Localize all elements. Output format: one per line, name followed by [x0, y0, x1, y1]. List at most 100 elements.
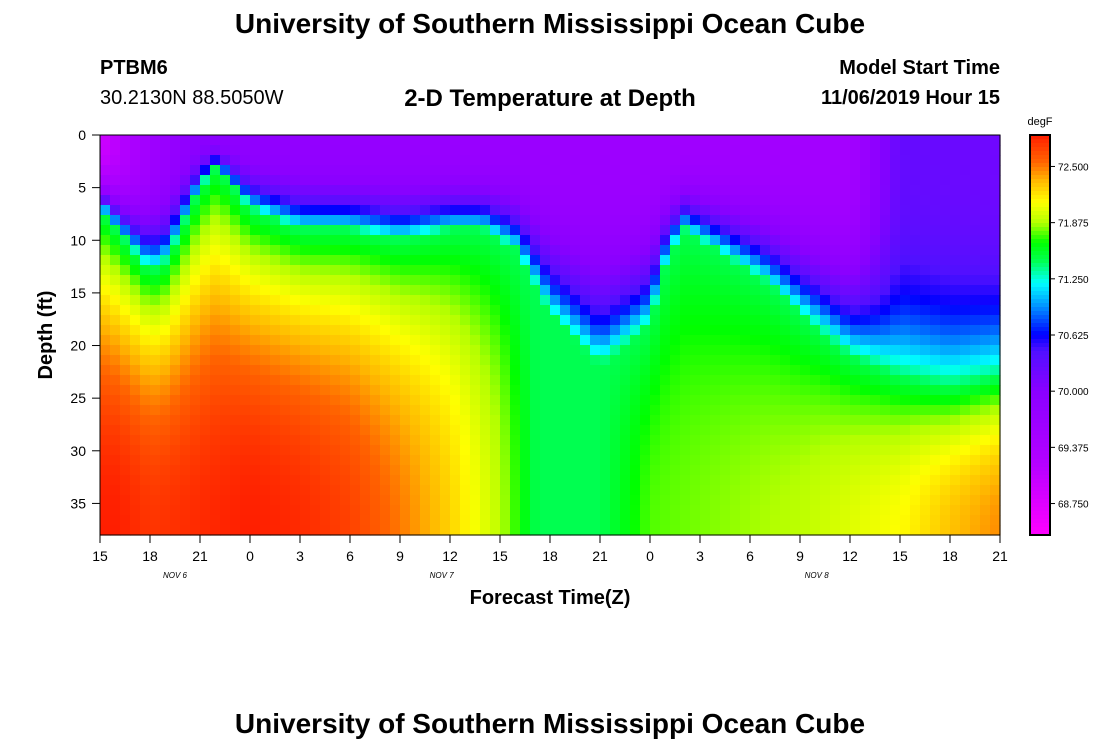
heatmap-cell: [930, 495, 941, 506]
heatmap-cell: [990, 175, 1001, 186]
heatmap-cell: [430, 155, 441, 166]
heatmap-cell: [750, 375, 761, 386]
heatmap-cell: [890, 515, 901, 526]
heatmap-cell: [290, 455, 301, 466]
heatmap-cell: [710, 465, 721, 476]
heatmap-cell: [850, 345, 861, 356]
heatmap-cell: [180, 215, 191, 226]
heatmap-cell: [400, 455, 411, 466]
heatmap-cell: [680, 475, 691, 486]
heatmap-cell: [150, 525, 161, 536]
heatmap-cell: [500, 495, 511, 506]
heatmap-cell: [390, 275, 401, 286]
heatmap-cell: [430, 325, 441, 336]
heatmap-cell: [590, 315, 601, 326]
heatmap-cell: [850, 305, 861, 316]
heatmap-cell: [920, 215, 931, 226]
heatmap-cell: [930, 385, 941, 396]
heatmap-cell: [950, 215, 961, 226]
heatmap-cell: [910, 295, 921, 306]
heatmap-cell: [290, 355, 301, 366]
heatmap-cell: [990, 505, 1001, 516]
heatmap-cell: [720, 405, 731, 416]
heatmap-cell: [630, 465, 641, 476]
heatmap-cell: [880, 435, 891, 446]
heatmap-cell: [100, 155, 111, 166]
heatmap-cell: [360, 455, 371, 466]
heatmap-cell: [670, 175, 681, 186]
heatmap-cell: [580, 415, 591, 426]
heatmap-cell: [700, 445, 711, 456]
heatmap-cell: [460, 325, 471, 336]
heatmap-cell: [700, 155, 711, 166]
heatmap-cell: [250, 385, 261, 396]
heatmap-cell: [230, 455, 241, 466]
heatmap-cell: [510, 135, 521, 146]
heatmap-cell: [470, 205, 481, 216]
heatmap-cell: [870, 365, 881, 376]
heatmap-cell: [500, 405, 511, 416]
heatmap-cell: [510, 205, 521, 216]
heatmap-cell: [320, 445, 331, 456]
heatmap-cell: [230, 465, 241, 476]
x-tick-label: 18: [142, 548, 158, 564]
heatmap-cell: [970, 345, 981, 356]
heatmap-cell: [900, 295, 911, 306]
colorbar-segment: [1030, 167, 1050, 172]
heatmap-cell: [380, 385, 391, 396]
heatmap-cell: [900, 285, 911, 296]
heatmap-cell: [660, 415, 671, 426]
heatmap-cell: [130, 485, 141, 496]
heatmap-cell: [170, 475, 181, 486]
heatmap-cell: [820, 195, 831, 206]
heatmap-cell: [790, 155, 801, 166]
heatmap-cell: [700, 265, 711, 276]
heatmap-cell: [650, 135, 661, 146]
heatmap-cell: [520, 385, 531, 396]
heatmap-cell: [920, 155, 931, 166]
heatmap-cell: [900, 265, 911, 276]
heatmap-cell: [690, 235, 701, 246]
heatmap-cell: [230, 155, 241, 166]
heatmap-cell: [970, 485, 981, 496]
heatmap-cell: [990, 465, 1001, 476]
heatmap-cell: [880, 325, 891, 336]
heatmap-cell: [410, 225, 421, 236]
heatmap-cell: [700, 165, 711, 176]
heatmap-cell: [550, 415, 561, 426]
heatmap-cell: [120, 215, 131, 226]
heatmap-cell: [200, 185, 211, 196]
heatmap-cell: [230, 205, 241, 216]
colorbar-segment: [1030, 443, 1050, 448]
heatmap-cell: [300, 425, 311, 436]
heatmap-cell: [490, 165, 501, 176]
heatmap-cell: [490, 135, 501, 146]
heatmap-cell: [700, 485, 711, 496]
heatmap-cell: [240, 235, 251, 246]
heatmap-cell: [550, 515, 561, 526]
heatmap-cell: [110, 335, 121, 346]
heatmap-cell: [970, 505, 981, 516]
heatmap-cell: [650, 495, 661, 506]
heatmap-cell: [530, 435, 541, 446]
heatmap-cell: [330, 455, 341, 466]
heatmap-cell: [480, 275, 491, 286]
heatmap-cell: [370, 315, 381, 326]
heatmap-cell: [770, 385, 781, 396]
heatmap-cell: [560, 195, 571, 206]
heatmap-cell: [430, 305, 441, 316]
heatmap-cell: [940, 135, 951, 146]
heatmap-cell: [370, 285, 381, 296]
heatmap-cell: [600, 145, 611, 156]
heatmap-cell: [580, 445, 591, 456]
heatmap-cell: [280, 275, 291, 286]
heatmap-cell: [740, 515, 751, 526]
heatmap-cell: [400, 165, 411, 176]
heatmap-cell: [890, 345, 901, 356]
heatmap-cell: [800, 185, 811, 196]
heatmap-cell: [230, 305, 241, 316]
heatmap-cell: [290, 325, 301, 336]
heatmap-cell: [340, 445, 351, 456]
heatmap-cell: [350, 305, 361, 316]
heatmap-cell: [620, 405, 631, 416]
